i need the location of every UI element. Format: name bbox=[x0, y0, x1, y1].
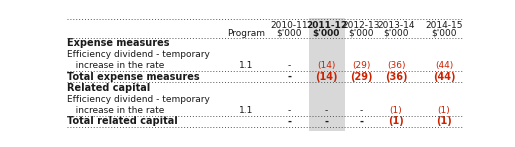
Text: $'000: $'000 bbox=[277, 29, 302, 37]
Text: 2012-13: 2012-13 bbox=[342, 21, 380, 30]
Text: Total related capital: Total related capital bbox=[67, 116, 178, 126]
Text: -: - bbox=[287, 61, 291, 70]
Text: Efficiency dividend - temporary: Efficiency dividend - temporary bbox=[67, 50, 210, 59]
Text: -: - bbox=[359, 116, 363, 126]
Text: 1.1: 1.1 bbox=[239, 61, 254, 70]
Text: (1): (1) bbox=[438, 106, 451, 115]
Text: (44): (44) bbox=[433, 72, 455, 82]
Text: Efficiency dividend - temporary: Efficiency dividend - temporary bbox=[67, 95, 210, 104]
Text: -: - bbox=[287, 116, 291, 126]
Text: 1.1: 1.1 bbox=[239, 106, 254, 115]
Text: $'000: $'000 bbox=[349, 29, 374, 37]
Text: 2011-12: 2011-12 bbox=[306, 21, 347, 30]
Text: -: - bbox=[324, 106, 328, 115]
Bar bbox=[308, 18, 345, 131]
Text: -: - bbox=[324, 116, 329, 126]
Text: 2013-14: 2013-14 bbox=[377, 21, 415, 30]
Text: $'000: $'000 bbox=[313, 29, 340, 37]
Text: 2010-11: 2010-11 bbox=[270, 21, 308, 30]
Text: (1): (1) bbox=[436, 116, 452, 126]
Text: increase in the rate: increase in the rate bbox=[67, 106, 164, 115]
Text: (36): (36) bbox=[387, 61, 405, 70]
Text: (29): (29) bbox=[350, 72, 372, 82]
Text: (1): (1) bbox=[390, 106, 402, 115]
Text: -: - bbox=[359, 106, 363, 115]
Text: $'000: $'000 bbox=[383, 29, 409, 37]
Text: Program: Program bbox=[228, 29, 266, 37]
Text: (14): (14) bbox=[315, 72, 337, 82]
Text: Related capital: Related capital bbox=[67, 83, 150, 93]
Text: (44): (44) bbox=[435, 61, 453, 70]
Text: increase in the rate: increase in the rate bbox=[67, 61, 164, 70]
Text: (14): (14) bbox=[317, 61, 335, 70]
Text: -: - bbox=[287, 72, 291, 82]
Text: Total expense measures: Total expense measures bbox=[67, 72, 199, 82]
Text: 2014-15: 2014-15 bbox=[425, 21, 463, 30]
Text: $'000: $'000 bbox=[432, 29, 457, 37]
Text: (29): (29) bbox=[352, 61, 370, 70]
Text: (36): (36) bbox=[385, 72, 407, 82]
Text: (1): (1) bbox=[388, 116, 404, 126]
Text: -: - bbox=[287, 106, 291, 115]
Text: Expense measures: Expense measures bbox=[67, 38, 169, 48]
